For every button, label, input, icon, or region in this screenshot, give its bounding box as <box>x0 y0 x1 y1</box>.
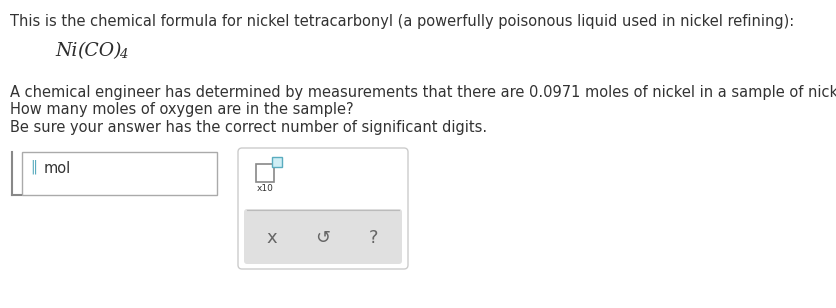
Text: (CO): (CO) <box>77 42 121 60</box>
Text: ‖: ‖ <box>30 160 37 175</box>
Text: Ni: Ni <box>55 42 78 60</box>
Bar <box>256 164 274 182</box>
Text: ↺: ↺ <box>315 229 330 247</box>
Text: A chemical engineer has determined by measurements that there are 0.0971 moles o: A chemical engineer has determined by me… <box>10 85 836 100</box>
Text: Be sure your answer has the correct number of significant digits.: Be sure your answer has the correct numb… <box>10 120 487 135</box>
Text: mol: mol <box>44 161 71 176</box>
Text: x: x <box>267 229 278 247</box>
Text: This is the chemical formula for nickel tetracarbonyl (a powerfully poisonous li: This is the chemical formula for nickel … <box>10 14 794 29</box>
Bar <box>272 157 282 167</box>
FancyBboxPatch shape <box>238 148 408 269</box>
Bar <box>22 152 217 195</box>
Text: ?: ? <box>370 229 379 247</box>
Text: 4: 4 <box>119 48 127 61</box>
Text: How many moles of oxygen are in the sample?: How many moles of oxygen are in the samp… <box>10 102 354 117</box>
Text: x10: x10 <box>257 184 274 193</box>
FancyBboxPatch shape <box>244 209 402 264</box>
